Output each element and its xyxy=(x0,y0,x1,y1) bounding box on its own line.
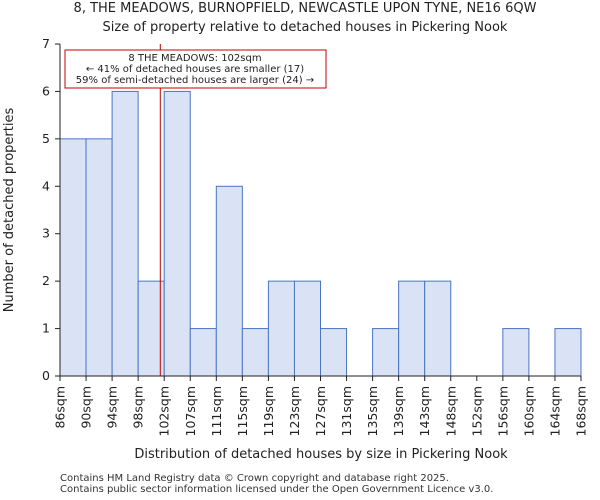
y-tick-label: 5 xyxy=(42,131,50,146)
x-tick-label: 139sqm xyxy=(391,386,406,436)
y-tick-label: 4 xyxy=(42,178,50,193)
x-tick-label: 168sqm xyxy=(574,386,589,436)
histogram-bar xyxy=(372,328,400,377)
annotation-line-2: ← 41% of detached houses are smaller (17… xyxy=(86,64,304,75)
histogram-bar xyxy=(398,280,426,377)
footer-licence: Contains public sector information licen… xyxy=(60,484,494,495)
y-tick-label: 0 xyxy=(42,368,50,383)
x-tick-label: 115sqm xyxy=(235,386,250,436)
histogram-bar xyxy=(424,280,452,377)
histogram-bar xyxy=(554,328,582,377)
histogram-bar xyxy=(111,90,139,377)
x-tick-label: 156sqm xyxy=(495,386,510,436)
x-axis-ticks: 86sqm 90sqm 94sqm 98sqm 102sqm 107sqm 111sqm 11… xyxy=(53,376,589,436)
y-tick-label: 6 xyxy=(42,83,50,98)
x-tick-label: 119sqm xyxy=(261,386,276,436)
histogram-bar xyxy=(59,138,87,377)
histogram-bar xyxy=(241,328,269,377)
y-axis-ticks: 0 1 2 3 4 5 6 7 xyxy=(42,36,60,383)
x-tick-label: 123sqm xyxy=(287,386,302,436)
annotation-box: 8 THE MEADOWS: 102sqm ← 41% of detached … xyxy=(64,49,327,89)
histogram-bar xyxy=(163,90,191,377)
histogram-bar xyxy=(85,138,113,377)
x-tick-label: 102sqm xyxy=(157,386,172,436)
x-tick-label: 131sqm xyxy=(339,386,354,436)
x-tick-label: 94sqm xyxy=(105,386,120,429)
x-tick-label: 135sqm xyxy=(365,386,380,436)
x-tick-label: 148sqm xyxy=(443,386,458,436)
y-tick-label: 3 xyxy=(42,226,50,241)
x-tick-label: 86sqm xyxy=(53,386,68,429)
histogram-bar xyxy=(320,328,348,377)
x-axis-label: Distribution of detached houses by size … xyxy=(134,447,508,462)
x-tick-label: 127sqm xyxy=(313,386,328,436)
histogram-bar xyxy=(189,328,217,377)
footer-copyright: Contains HM Land Registry data © Crown c… xyxy=(60,473,449,484)
annotation-line-3: 59% of semi-detached houses are larger (… xyxy=(76,75,314,86)
x-tick-label: 143sqm xyxy=(417,386,432,436)
y-axis-label: Number of detached properties xyxy=(2,108,17,313)
chart-subtitle: Size of property relative to detached ho… xyxy=(103,20,508,35)
histogram-bar xyxy=(502,328,530,377)
x-tick-label: 107sqm xyxy=(183,386,198,436)
x-tick-label: 164sqm xyxy=(547,386,562,436)
y-tick-label: 1 xyxy=(42,321,50,336)
annotation-line-1: 8 THE MEADOWS: 102sqm xyxy=(128,53,261,64)
annotation-border xyxy=(64,49,327,89)
y-tick-label: 7 xyxy=(42,36,50,51)
histogram-bar xyxy=(293,280,322,377)
bars-group xyxy=(59,90,582,377)
x-tick-label: 152sqm xyxy=(469,386,484,436)
x-tick-label: 98sqm xyxy=(131,386,146,429)
x-tick-label: 111sqm xyxy=(209,386,224,436)
histogram-bar xyxy=(215,185,243,377)
x-tick-label: 90sqm xyxy=(79,386,94,429)
x-tick-label: 160sqm xyxy=(521,386,536,436)
histogram-bar xyxy=(267,280,295,377)
chart-title: 8, THE MEADOWS, BURNOPFIELD, NEWCASTLE U… xyxy=(74,1,537,16)
y-tick-label: 2 xyxy=(42,273,50,288)
